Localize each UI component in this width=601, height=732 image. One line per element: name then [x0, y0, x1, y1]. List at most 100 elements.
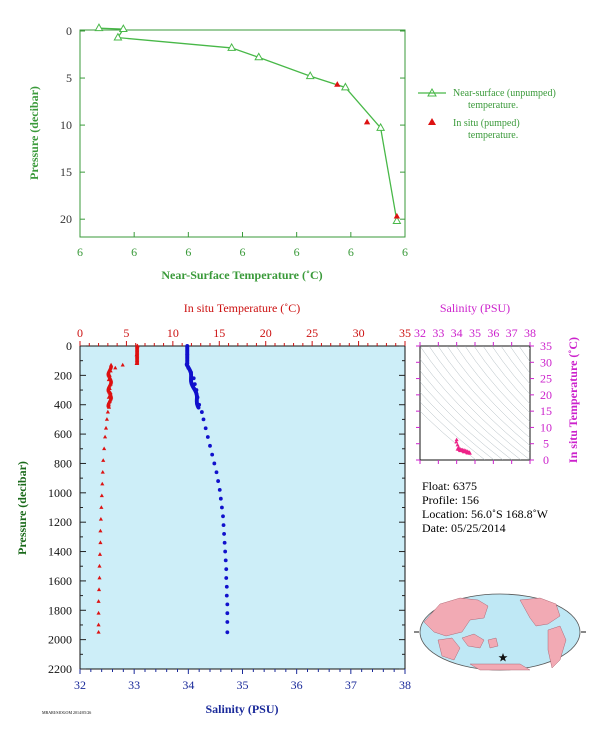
near-surface-legend: Near-surface (unpumped) temperature. In … — [418, 87, 556, 141]
location: Location: 56.0˚S 168.8˚W — [422, 507, 549, 521]
float-info: Float: 6375 Profile: 156 Location: 56.0˚… — [422, 479, 549, 535]
salinity-point — [205, 435, 210, 439]
pf-ytick-label: 400 — [54, 398, 72, 412]
temperature-point — [103, 425, 109, 430]
near-surface-x-label: Near-Surface Temperature (˚C) — [161, 268, 322, 282]
density-contour — [491, 346, 530, 395]
salinity-point — [203, 426, 208, 431]
ts-point — [454, 439, 459, 444]
ts-right-tick-label: 0 — [543, 453, 549, 467]
density-contour — [446, 346, 530, 439]
temperature-point — [96, 599, 101, 603]
temperature-point — [98, 540, 103, 545]
ns-ytick-label: 15 — [60, 165, 72, 179]
legend-label-unpumped-line1: Near-surface (unpumped) — [453, 88, 556, 99]
near-surface-frame — [79, 29, 406, 238]
pf-bottom-tick-label: 33 — [128, 678, 140, 692]
pf-bottom-tick-label: 36 — [291, 678, 303, 692]
density-contour — [420, 401, 486, 460]
salinity-point — [189, 370, 193, 375]
temperature-point — [96, 622, 101, 627]
ts-top-tick-label: 38 — [524, 326, 536, 340]
salinity-point — [217, 487, 222, 492]
pf-ytick-label: 200 — [54, 368, 72, 382]
ns-ytick-label: 10 — [60, 118, 72, 132]
temperature-point — [102, 446, 107, 451]
ts-point — [466, 450, 471, 455]
pf-bottom-tick-label: 38 — [399, 678, 411, 692]
salinity-point — [224, 576, 229, 580]
ns-xtick-label: 6 — [348, 245, 354, 259]
density-contour — [482, 346, 530, 405]
profile-y-label: Pressure (decibar) — [15, 461, 29, 555]
temperature-point — [105, 409, 110, 414]
ts-top-axis-label: Salinity (PSU) — [440, 301, 510, 315]
salinity-point — [191, 376, 196, 381]
salinity-point — [210, 452, 215, 457]
salinity-point — [221, 523, 226, 528]
pf-ytick-label: 2200 — [48, 662, 72, 676]
ts-top-tick-label: 32 — [414, 326, 426, 340]
salinity-point — [216, 479, 221, 483]
density-contour — [420, 391, 495, 460]
unpumped-point — [254, 52, 264, 61]
salinity-point — [185, 361, 190, 366]
pf-top-tick-label: 0 — [77, 326, 83, 340]
salinity-point — [195, 395, 200, 400]
salinity-point — [225, 602, 230, 607]
ts-right-tick-label: 10 — [540, 420, 552, 434]
pf-ytick-label: 1200 — [48, 515, 72, 529]
density-contour — [473, 346, 530, 414]
location-map — [414, 593, 586, 671]
ns-xtick-label: 6 — [77, 245, 83, 259]
ts-top-tick-label: 37 — [506, 326, 518, 340]
pf-bottom-tick-label: 35 — [237, 678, 249, 692]
legend-label-insitu-line1: In situ (pumped) — [453, 118, 520, 129]
pf-top-tick-label: 20 — [260, 326, 272, 340]
temperature-point — [103, 434, 108, 439]
temperature-point — [96, 629, 101, 634]
unpumped-point — [113, 32, 123, 41]
pf-ytick-label: 1000 — [48, 486, 72, 500]
pf-ytick-label: 600 — [54, 427, 72, 441]
salinity-point — [224, 567, 229, 572]
unpumped-point — [376, 122, 386, 131]
ns-ytick-label: 20 — [60, 212, 72, 226]
pf-ytick-label: 2000 — [48, 633, 72, 647]
ts-point — [454, 437, 459, 442]
salinity-point — [196, 405, 201, 410]
salinity-point — [208, 443, 212, 448]
salinity-point — [221, 514, 225, 519]
pf-top-tick-label: 25 — [306, 326, 318, 340]
density-contour — [455, 346, 530, 431]
profile-series — [96, 343, 230, 635]
ns-ytick-label: 5 — [66, 71, 72, 85]
temperature-point — [96, 610, 101, 615]
temperature-point — [97, 575, 102, 580]
salinity-point — [225, 620, 230, 624]
pf-bottom-tick-label: 37 — [345, 678, 357, 692]
pf-top-tick-label: 15 — [213, 326, 225, 340]
ts-axes: 32 33 34 35 36 37 38 0 5 10 15 20 25 30 35 — [414, 326, 552, 467]
temperature-point — [97, 552, 103, 556]
ts-series — [454, 437, 472, 455]
ns-xtick-label: 6 — [402, 245, 408, 259]
unpumped-point — [305, 71, 315, 80]
ns-xtick-label: 6 — [131, 245, 137, 259]
temperature-point — [98, 528, 103, 533]
density-contour — [420, 410, 477, 460]
density-contour — [518, 346, 530, 362]
salinity-point — [185, 344, 190, 348]
density-contour — [428, 346, 530, 454]
salinity-point — [186, 366, 191, 370]
legend-label-unpumped: Near-surface (unpumped) — [453, 88, 556, 99]
ts-right-tick-label: 35 — [540, 339, 552, 353]
density-contour — [420, 370, 513, 460]
legend-marker-insitu — [428, 118, 436, 125]
pf-bottom-tick-label: 34 — [182, 678, 194, 692]
pf-ytick-label: 1800 — [48, 603, 72, 617]
temperature-point — [104, 417, 109, 421]
salinity-point — [214, 470, 219, 475]
near-surface-y-label: Pressure (decibar) — [27, 86, 41, 180]
ts-right-tick-label: 25 — [540, 372, 552, 386]
